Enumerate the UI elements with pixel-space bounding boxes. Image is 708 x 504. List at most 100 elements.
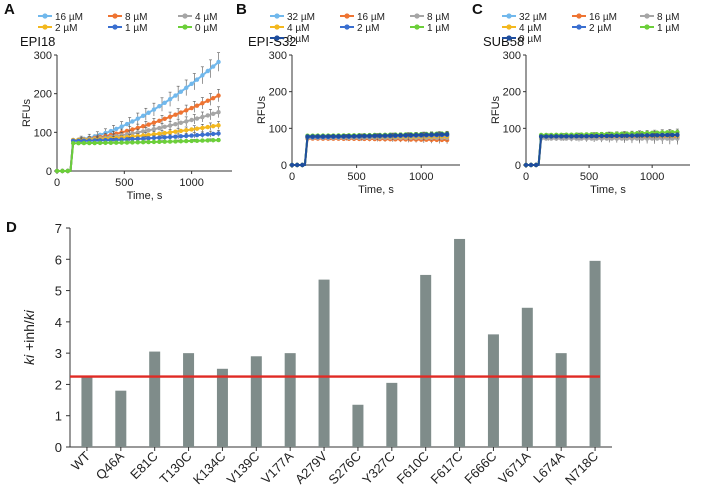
x-tick-label: WT <box>68 448 93 473</box>
data-point <box>336 134 341 139</box>
data-point <box>205 138 210 143</box>
data-point <box>124 137 130 142</box>
data-point <box>351 133 357 139</box>
y-tick-label: 0 <box>281 160 287 172</box>
y-axis-label: RFUs <box>256 95 268 124</box>
data-point <box>594 133 599 139</box>
data-point <box>216 110 221 115</box>
data-point <box>362 133 367 139</box>
x-tick-label: F617C <box>427 449 465 487</box>
data-point <box>205 113 210 118</box>
data-point <box>210 111 216 117</box>
data-point <box>173 129 178 134</box>
data-point <box>151 107 157 112</box>
series-1 <box>54 52 221 174</box>
data-point <box>189 81 194 86</box>
data-point <box>151 126 157 132</box>
data-point <box>294 162 300 168</box>
data-point <box>184 119 189 124</box>
legend-entry: 0 µM <box>195 23 217 34</box>
series-2 <box>289 136 450 168</box>
y-axis-label: ki +inh/ki <box>21 309 37 365</box>
x-tick-label: 500 <box>580 171 598 183</box>
legend-swatch-marker <box>112 24 118 30</box>
x-tick-label: 0 <box>54 177 60 189</box>
x-tick-label: V139C <box>224 449 263 488</box>
data-point <box>178 110 184 115</box>
data-point <box>372 133 377 138</box>
data-point <box>76 140 81 146</box>
data-point <box>200 138 205 143</box>
data-point <box>403 132 408 138</box>
bar <box>420 274 432 447</box>
data-point <box>162 116 167 122</box>
legend-entry: 32 µM <box>519 12 547 23</box>
legend-entry: 0 µM <box>287 34 309 45</box>
legend-entry: 2 µM <box>357 23 379 34</box>
panel-letter: B <box>236 1 247 18</box>
data-point <box>173 121 178 127</box>
data-point <box>184 85 189 91</box>
data-point <box>119 137 124 142</box>
y-tick-label: 5 <box>55 284 62 299</box>
data-point <box>569 134 574 139</box>
x-tick-label: 0 <box>289 171 295 183</box>
data-point <box>624 133 630 138</box>
data-point <box>178 134 184 139</box>
x-axis-label: Time, s <box>358 184 394 196</box>
bar <box>250 356 262 447</box>
bar <box>352 404 364 447</box>
data-point <box>184 138 189 144</box>
data-point <box>549 134 554 139</box>
data-point <box>189 105 194 111</box>
legend-entry: 32 µM <box>287 12 315 23</box>
data-point <box>523 162 529 168</box>
bar <box>149 351 161 447</box>
data-point <box>103 140 108 146</box>
bar <box>555 353 567 447</box>
legend-swatch-marker <box>506 24 512 30</box>
panel-letter: D <box>6 219 17 236</box>
data-point <box>200 73 205 78</box>
x-tick-label: 500 <box>115 177 133 189</box>
bar <box>284 353 296 447</box>
data-point <box>151 120 157 125</box>
data-point <box>151 135 157 141</box>
y-tick-label: 100 <box>269 123 287 135</box>
legend-entry: 2 µM <box>55 23 77 34</box>
data-point <box>325 134 331 139</box>
data-point <box>119 140 124 145</box>
x-tick-label: S276C <box>325 449 364 488</box>
panel-letter: C <box>472 1 483 18</box>
data-point <box>584 133 589 139</box>
bar <box>487 334 499 447</box>
chart-title: EPI18 <box>20 34 55 49</box>
data-point <box>629 133 635 138</box>
data-point <box>162 139 167 144</box>
data-point <box>167 114 173 120</box>
data-point <box>124 128 130 134</box>
data-point <box>81 140 87 146</box>
data-point <box>140 133 146 138</box>
data-point <box>305 134 310 139</box>
data-point <box>194 77 200 82</box>
y-axis-label-part: ki <box>21 309 37 320</box>
series-7 <box>289 131 450 168</box>
data-point <box>146 128 151 133</box>
y-axis-label-part: +inh/ <box>21 320 37 355</box>
data-point <box>157 135 162 140</box>
data-point <box>216 59 221 65</box>
legend-entry: 1 µM <box>427 23 449 34</box>
data-point <box>167 130 173 135</box>
x-tick-label: F666C <box>461 449 499 487</box>
x-tick-label: K134C <box>190 449 229 488</box>
data-point <box>200 125 205 131</box>
data-point <box>108 140 114 146</box>
data-point <box>655 133 660 138</box>
data-point <box>210 124 216 129</box>
data-point <box>162 130 167 136</box>
data-point <box>388 133 393 138</box>
data-point <box>130 131 135 136</box>
legend-swatch-marker <box>576 13 582 19</box>
data-point <box>97 140 103 146</box>
